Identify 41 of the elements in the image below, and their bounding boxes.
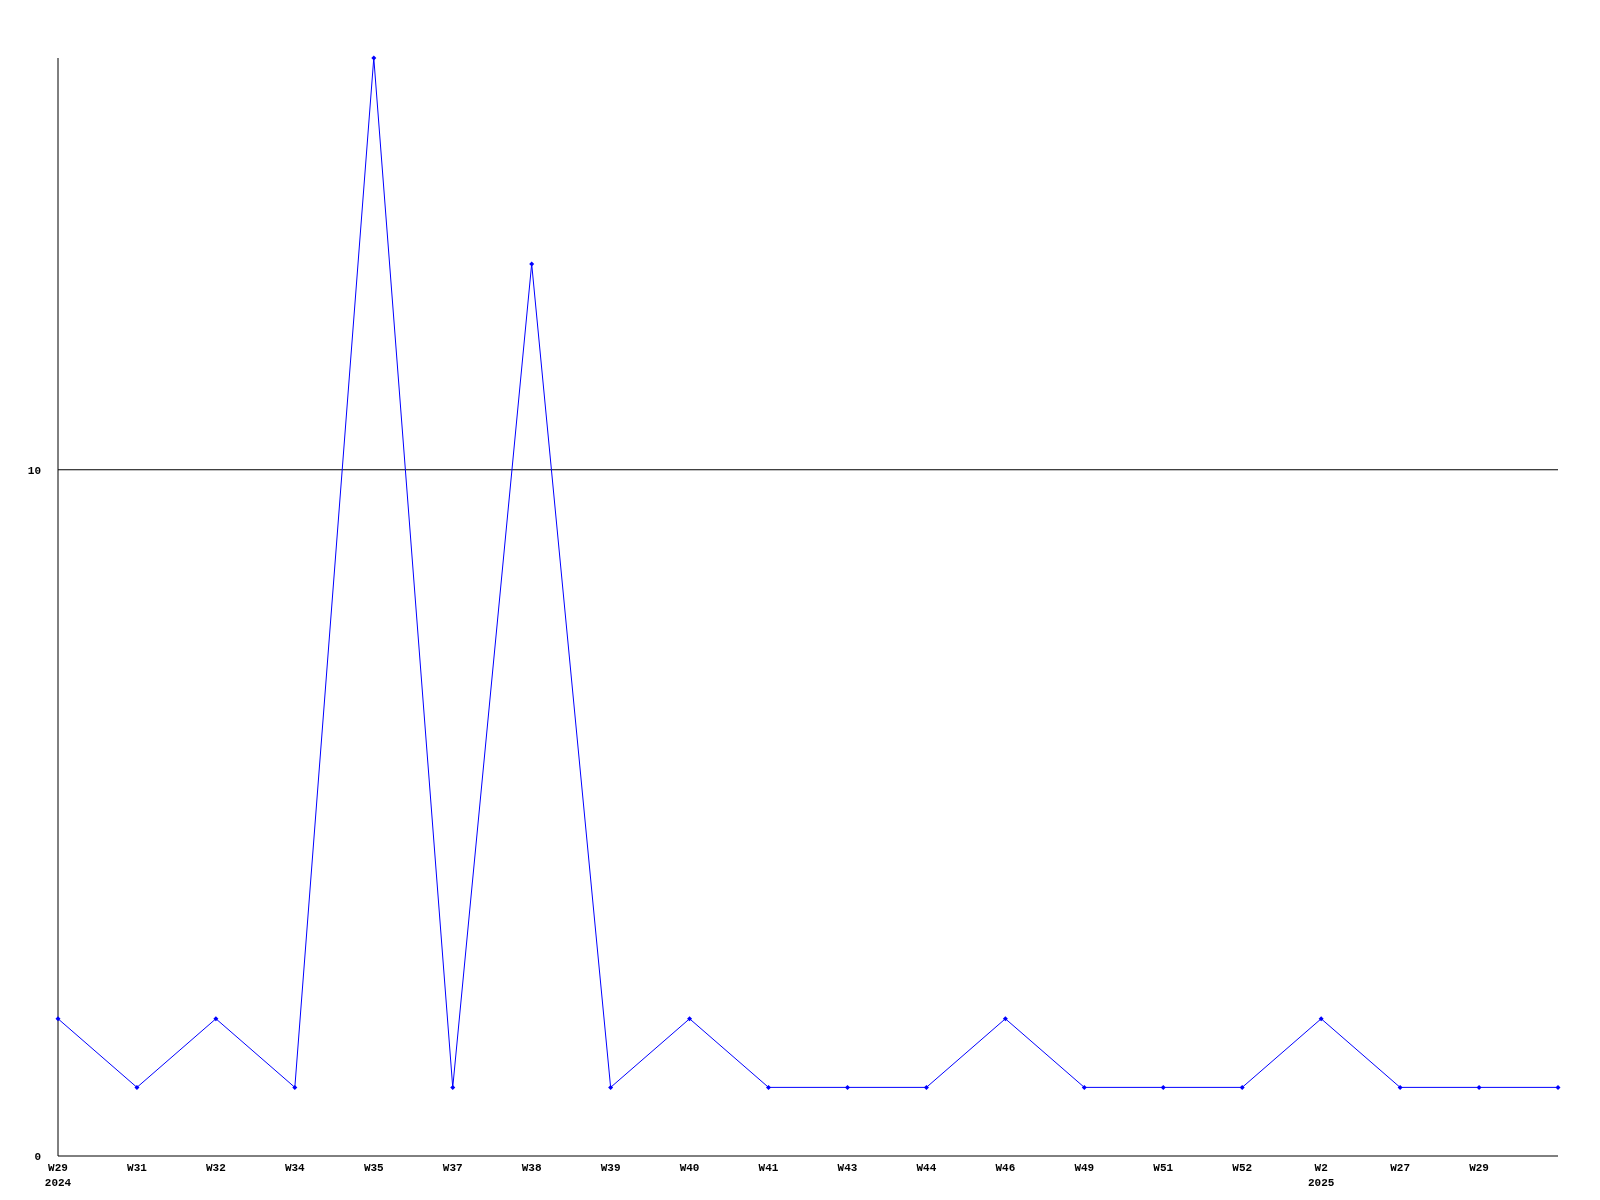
point [1476,1084,1482,1090]
point [1239,1084,1245,1090]
x-tick-label: W35 [363,1162,385,1174]
x-tick-label: W27 [1390,1162,1411,1174]
point [1318,1016,1324,1022]
x-tick-label: W31 [127,1162,148,1174]
point [134,1084,140,1090]
x-tick-label: W52 [1232,1162,1253,1174]
x-tick-label: W37 [442,1162,463,1174]
point [529,261,535,267]
x-tick-label: W29 [1469,1162,1489,1174]
x-tick-label: W32 [205,1162,226,1174]
x-tick-label: W29 2024 [44,1162,72,1189]
x-tick-label: W51 [1153,1162,1174,1174]
x-tick-label: W43 [837,1162,858,1174]
point [923,1084,929,1090]
x-tick-label: W44 [916,1162,937,1174]
point [687,1016,693,1022]
point [844,1084,850,1090]
x-tick-label: W41 [758,1162,779,1174]
x-tick-label: W39 [600,1162,621,1174]
point [55,1016,61,1022]
x-tick-label: W46 [995,1162,1016,1174]
point [608,1084,614,1090]
point [1555,1084,1561,1090]
x-tick-label: W40 [679,1162,700,1174]
point [1397,1084,1403,1090]
point [766,1084,772,1090]
x-tick-label: W49 [1074,1162,1095,1174]
point [213,1016,219,1022]
point [371,55,377,61]
y-tick-label: 10 [27,464,41,477]
x-tick-label: W34 [284,1162,306,1174]
point [1002,1016,1008,1022]
point [1081,1084,1087,1090]
x-tick-label: W38 [521,1162,542,1174]
y-tick-label: 0 [34,1150,41,1163]
point [1160,1084,1166,1090]
point [450,1084,456,1090]
x-tick-label: W2 2025 [1307,1162,1335,1189]
point [292,1084,298,1090]
